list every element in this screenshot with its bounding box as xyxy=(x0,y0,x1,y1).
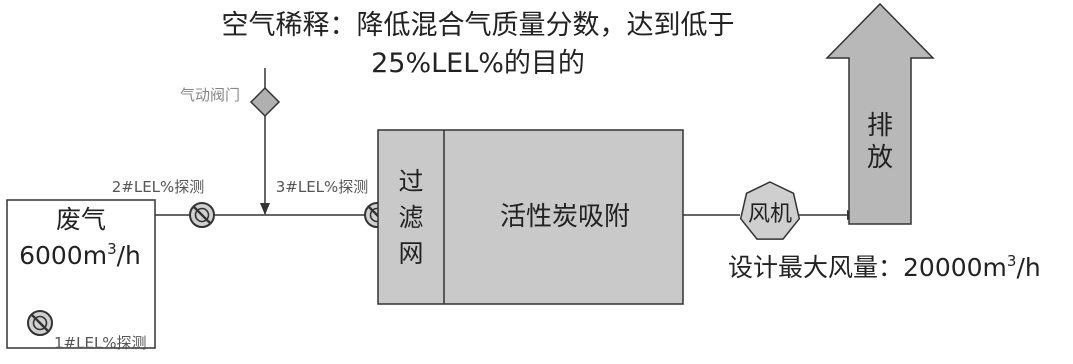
valve-label: 气动阀门 xyxy=(180,86,240,104)
annotation-line-2: 25%LEL%的目的 xyxy=(371,48,585,79)
fan-icon[interactable] xyxy=(739,181,801,240)
waste-gas-box xyxy=(6,199,156,349)
filter-char-1: 过 xyxy=(398,167,423,196)
exhaust-arrow-icon xyxy=(825,2,935,225)
sensor-1-label: 1#LEL%探测 xyxy=(54,334,147,352)
sensor-2-icon[interactable] xyxy=(189,202,215,228)
waste-gas-flow: 6000m3/h xyxy=(19,240,141,270)
adsorber-label: 活性炭吸附 xyxy=(500,202,630,232)
exhaust-char-2: 放 xyxy=(867,143,893,173)
fan-label: 风机 xyxy=(748,202,792,227)
sensor-2-label: 2#LEL%探测 xyxy=(112,178,205,196)
annotation-line-1: 空气稀释：降低混合气质量分数，达到低于 xyxy=(222,10,735,41)
sensor-3-label: 3#LEL%探测 xyxy=(276,178,369,196)
sensor-1-icon[interactable] xyxy=(27,310,53,336)
filter-char-3: 网 xyxy=(398,239,423,268)
treatment-unit-box xyxy=(377,129,684,305)
exhaust-char-1: 排 xyxy=(867,111,893,141)
design-max-airflow: 设计最大风量：20000m3/h xyxy=(728,252,1041,282)
filter-char-2: 滤 xyxy=(398,203,423,232)
waste-gas-title: 废气 xyxy=(56,205,106,234)
pneumatic-valve-icon[interactable] xyxy=(249,86,281,118)
